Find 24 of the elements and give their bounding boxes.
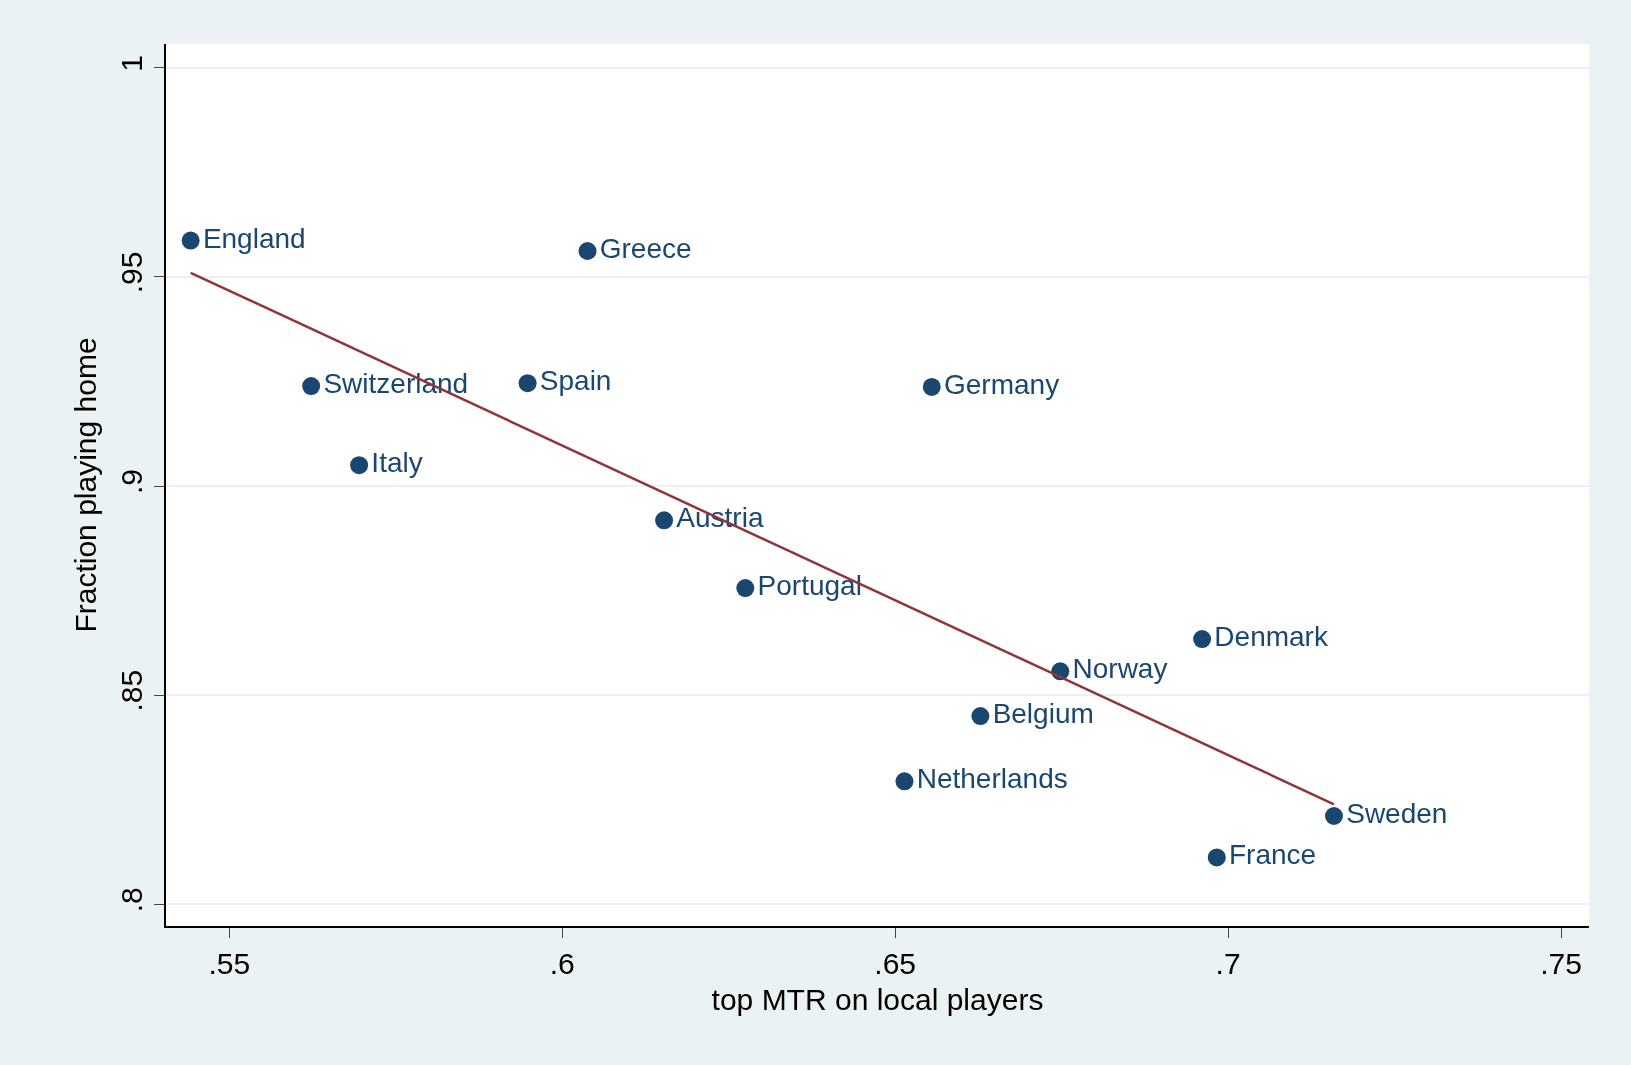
data-label: Netherlands	[916, 763, 1068, 795]
data-label: Portugal	[757, 570, 862, 602]
data-label: Denmark	[1214, 621, 1329, 653]
y-axis-title: Fraction playing home	[68, 337, 102, 633]
x-tick-label: .55	[208, 946, 251, 980]
y-tick-label: .85	[115, 669, 149, 712]
y-tick-label: .8	[115, 887, 149, 913]
data-label: Spain	[539, 365, 612, 397]
data-label: England	[202, 222, 306, 254]
data-label: Belgium	[992, 698, 1094, 730]
y-tick-label: .95	[115, 251, 149, 294]
data-label: France	[1229, 839, 1317, 871]
y-tick-label: .9	[115, 469, 149, 495]
y-tick-label: 1	[115, 55, 149, 72]
data-label: Greece	[599, 233, 692, 265]
data-label: Sweden	[1346, 798, 1448, 830]
data-label: Italy	[371, 447, 423, 479]
x-tick-label: .6	[549, 946, 575, 980]
x-axis-title: top MTR on local players	[711, 982, 1044, 1016]
x-tick-label: .7	[1215, 946, 1241, 980]
data-label: Norway	[1072, 653, 1168, 685]
x-tick-label: .75	[1540, 946, 1582, 980]
data-label: Germany	[944, 368, 1060, 400]
x-tick-label: .65	[874, 946, 917, 980]
